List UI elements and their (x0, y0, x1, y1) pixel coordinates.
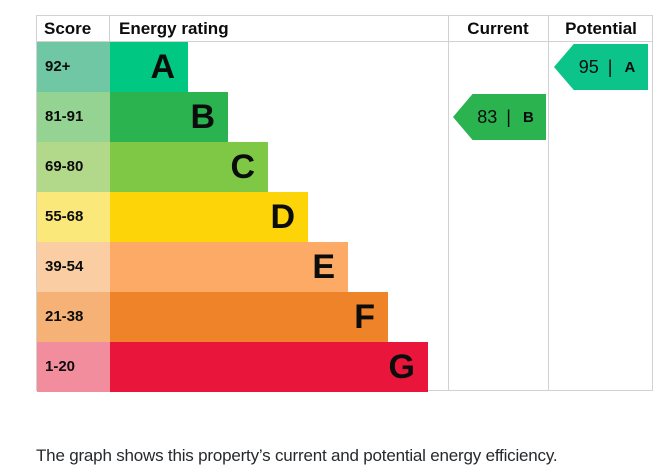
column-header-score: Score (44, 19, 92, 38)
separator-current-potential (548, 16, 549, 390)
current-rating-separator: | (506, 106, 511, 127)
separator-score-rating (109, 16, 110, 42)
band-row-c: 69-80 C (37, 142, 652, 192)
band-row-a: 92+ A (37, 42, 652, 92)
potential-rating-separator: | (607, 56, 613, 77)
band-bar-d: D (110, 192, 308, 242)
band-letter-c: C (230, 148, 255, 186)
band-row-e: 39-54 E (37, 242, 652, 292)
column-header-current: Current (467, 19, 529, 38)
band-row-f: 21-38 F (37, 292, 652, 342)
band-bar-c: C (110, 142, 268, 192)
band-row-g: 1-20 G (37, 342, 652, 392)
current-rating-letter: B (522, 108, 534, 126)
band-letter-f: F (354, 298, 375, 336)
graph-caption: The graph shows this property’s current … (36, 446, 558, 465)
score-range-f: 21-38 (37, 292, 110, 342)
band-bar-e: E (110, 242, 348, 292)
column-header-potential: Potential (565, 19, 637, 38)
band-letter-b: B (190, 98, 215, 136)
score-range-b: 81-91 (37, 92, 110, 142)
score-range-a: 92+ (37, 42, 110, 92)
band-bar-a: A (110, 42, 188, 92)
score-range-e: 39-54 (37, 242, 110, 292)
column-header-energy-rating: Energy rating (119, 19, 229, 38)
current-rating-arrow: 83 | B (453, 94, 546, 140)
separator-rating-current (448, 16, 449, 390)
band-row-b: 81-91 B (37, 92, 652, 142)
band-letter-d: D (270, 198, 295, 236)
epc-table: Score Energy rating Current Potential 92… (36, 15, 653, 392)
band-letter-g: G (388, 348, 415, 386)
band-letter-a: A (150, 48, 175, 86)
potential-rating-value: 95 (578, 56, 599, 77)
score-range-c: 69-80 (37, 142, 110, 192)
current-rating-value: 83 (477, 106, 498, 127)
band-letter-e: E (312, 248, 335, 286)
table-header: Score Energy rating Current Potential (37, 16, 652, 42)
score-range-g: 1-20 (37, 342, 110, 392)
band-row-d: 55-68 D (37, 192, 652, 242)
potential-rating-arrow: 95 | A (554, 44, 648, 90)
band-bar-f: F (110, 292, 388, 342)
potential-rating-letter: A (624, 58, 636, 76)
band-bar-g: G (110, 342, 428, 392)
score-range-d: 55-68 (37, 192, 110, 242)
band-bar-b: B (110, 92, 228, 142)
